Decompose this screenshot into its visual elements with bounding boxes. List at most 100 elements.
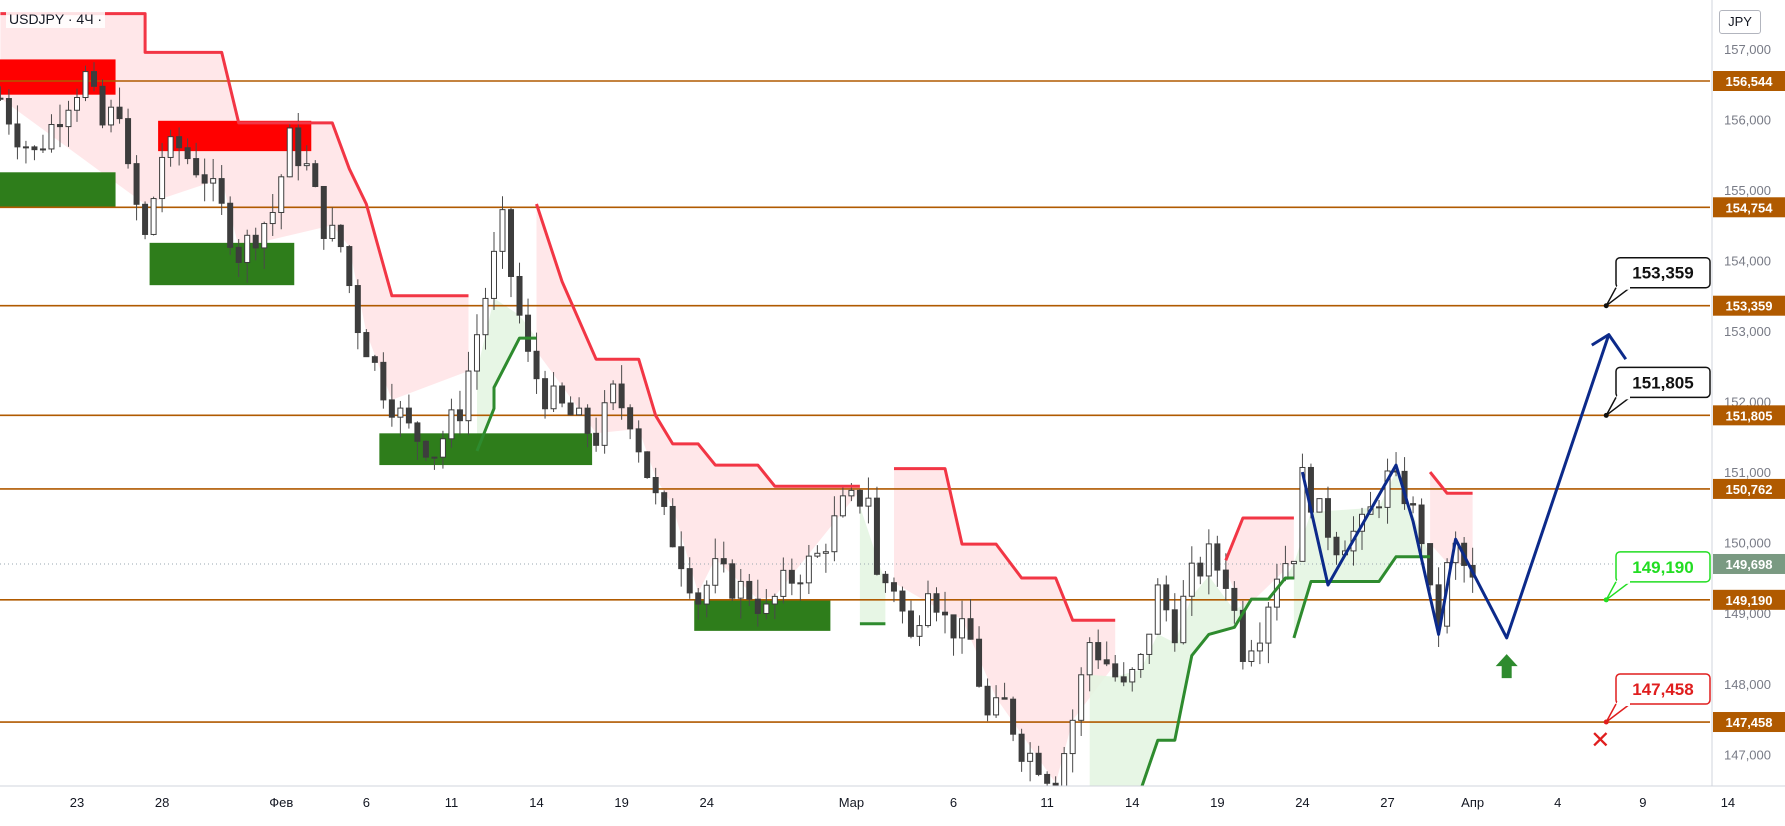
candle-body[interactable] bbox=[184, 147, 191, 160]
candle-body[interactable] bbox=[388, 399, 395, 418]
resistance-trail-line[interactable] bbox=[1428, 471, 1473, 495]
candle-body[interactable] bbox=[320, 185, 327, 239]
candle-body[interactable] bbox=[22, 146, 29, 149]
candle-body[interactable] bbox=[39, 148, 46, 151]
supply-zone[interactable] bbox=[158, 120, 312, 152]
candle-body[interactable] bbox=[933, 593, 940, 613]
candle-body[interactable] bbox=[380, 361, 387, 401]
candle-body[interactable] bbox=[142, 203, 149, 235]
candle-body[interactable] bbox=[431, 456, 438, 459]
price-callout[interactable] bbox=[1615, 366, 1711, 399]
candle-body[interactable] bbox=[703, 584, 710, 605]
candle-body[interactable] bbox=[371, 356, 378, 363]
candle-body[interactable] bbox=[1146, 633, 1153, 655]
candle-body[interactable] bbox=[959, 618, 966, 639]
candle-body[interactable] bbox=[1137, 653, 1144, 670]
resistance-trail-line[interactable] bbox=[535, 203, 860, 488]
candle-body[interactable] bbox=[108, 106, 115, 126]
candle-body[interactable] bbox=[295, 127, 302, 167]
candle-body[interactable] bbox=[627, 407, 634, 430]
candle-body[interactable] bbox=[354, 285, 361, 334]
candle-body[interactable] bbox=[346, 246, 353, 287]
target-arrow-up-icon[interactable] bbox=[1495, 654, 1518, 679]
candle-body[interactable] bbox=[1333, 536, 1340, 556]
candle-body[interactable] bbox=[1324, 498, 1331, 538]
candle-body[interactable] bbox=[822, 551, 829, 554]
candle-body[interactable] bbox=[1180, 595, 1187, 644]
candle-body[interactable] bbox=[550, 385, 557, 410]
demand-zone[interactable] bbox=[0, 172, 116, 208]
candle-body[interactable] bbox=[303, 163, 310, 167]
candle-body[interactable] bbox=[508, 209, 515, 277]
candle-body[interactable] bbox=[916, 625, 923, 637]
candle-body[interactable] bbox=[261, 223, 268, 249]
candle-body[interactable] bbox=[559, 385, 566, 404]
candle-body[interactable] bbox=[1418, 504, 1425, 545]
candle-body[interactable] bbox=[584, 407, 591, 434]
candle-body[interactable] bbox=[652, 477, 659, 494]
candle-body[interactable] bbox=[661, 492, 668, 507]
candle-body[interactable] bbox=[967, 618, 974, 640]
candle-body[interactable] bbox=[1273, 578, 1280, 608]
candle-body[interactable] bbox=[1290, 560, 1297, 565]
candle-body[interactable] bbox=[490, 250, 497, 299]
candle-body[interactable] bbox=[1069, 719, 1076, 755]
demand-zone[interactable] bbox=[694, 599, 831, 631]
support-trail-line[interactable] bbox=[1292, 555, 1431, 639]
candle-body[interactable] bbox=[1197, 562, 1204, 577]
candle-body[interactable] bbox=[678, 546, 685, 570]
candle-body[interactable] bbox=[635, 428, 642, 453]
projection-path[interactable] bbox=[1300, 334, 1611, 640]
candle-body[interactable] bbox=[133, 163, 140, 205]
candle-body[interactable] bbox=[448, 409, 455, 440]
support-trail-line[interactable] bbox=[475, 336, 537, 452]
candle-body[interactable] bbox=[31, 146, 38, 151]
candle-body[interactable] bbox=[1265, 606, 1272, 644]
candle-body[interactable] bbox=[839, 495, 846, 517]
candle-body[interactable] bbox=[720, 558, 727, 565]
candle-body[interactable] bbox=[414, 422, 421, 442]
level-price-tag[interactable] bbox=[1713, 405, 1785, 426]
candle-body[interactable] bbox=[116, 106, 123, 120]
candle-body[interactable] bbox=[1010, 698, 1017, 735]
candle-body[interactable] bbox=[1103, 659, 1110, 665]
candle-body[interactable] bbox=[439, 438, 446, 458]
resistance-trail-line[interactable] bbox=[894, 467, 1116, 622]
candle-body[interactable] bbox=[252, 234, 259, 249]
candle-body[interactable] bbox=[405, 407, 412, 424]
candle-body[interactable] bbox=[176, 136, 183, 149]
candle-body[interactable] bbox=[278, 176, 285, 213]
candle-body[interactable] bbox=[1120, 676, 1127, 683]
price-callout[interactable] bbox=[1615, 256, 1711, 289]
candle-body[interactable] bbox=[5, 98, 12, 125]
level-price-tag[interactable] bbox=[1713, 589, 1785, 610]
candle-body[interactable] bbox=[286, 127, 293, 178]
candle-body[interactable] bbox=[1256, 642, 1263, 652]
candle-body[interactable] bbox=[201, 174, 208, 184]
candle-body[interactable] bbox=[1222, 569, 1229, 589]
candle-body[interactable] bbox=[1214, 543, 1221, 571]
candle-body[interactable] bbox=[865, 497, 872, 507]
candle-body[interactable] bbox=[771, 595, 778, 605]
resistance-trail-line[interactable] bbox=[1224, 516, 1294, 561]
candle-body[interactable] bbox=[712, 558, 719, 586]
candle-body[interactable] bbox=[210, 178, 217, 184]
candle-body[interactable] bbox=[567, 402, 574, 416]
candle-body[interactable] bbox=[763, 603, 770, 614]
candle-body[interactable] bbox=[99, 85, 106, 126]
candle-body[interactable] bbox=[907, 610, 914, 637]
candle-body[interactable] bbox=[1248, 650, 1255, 662]
supply-zone[interactable] bbox=[0, 59, 116, 95]
candle-body[interactable] bbox=[805, 555, 812, 584]
candle-body[interactable] bbox=[56, 124, 63, 128]
candle-body[interactable] bbox=[218, 178, 225, 204]
candle-body[interactable] bbox=[473, 334, 480, 372]
candle-body[interactable] bbox=[993, 697, 1000, 716]
candle-body[interactable] bbox=[48, 124, 55, 150]
candle-body[interactable] bbox=[525, 314, 532, 352]
candle-body[interactable] bbox=[312, 163, 319, 187]
candle-body[interactable] bbox=[788, 569, 795, 584]
candle-body[interactable] bbox=[150, 198, 157, 235]
candle-body[interactable] bbox=[618, 383, 625, 409]
